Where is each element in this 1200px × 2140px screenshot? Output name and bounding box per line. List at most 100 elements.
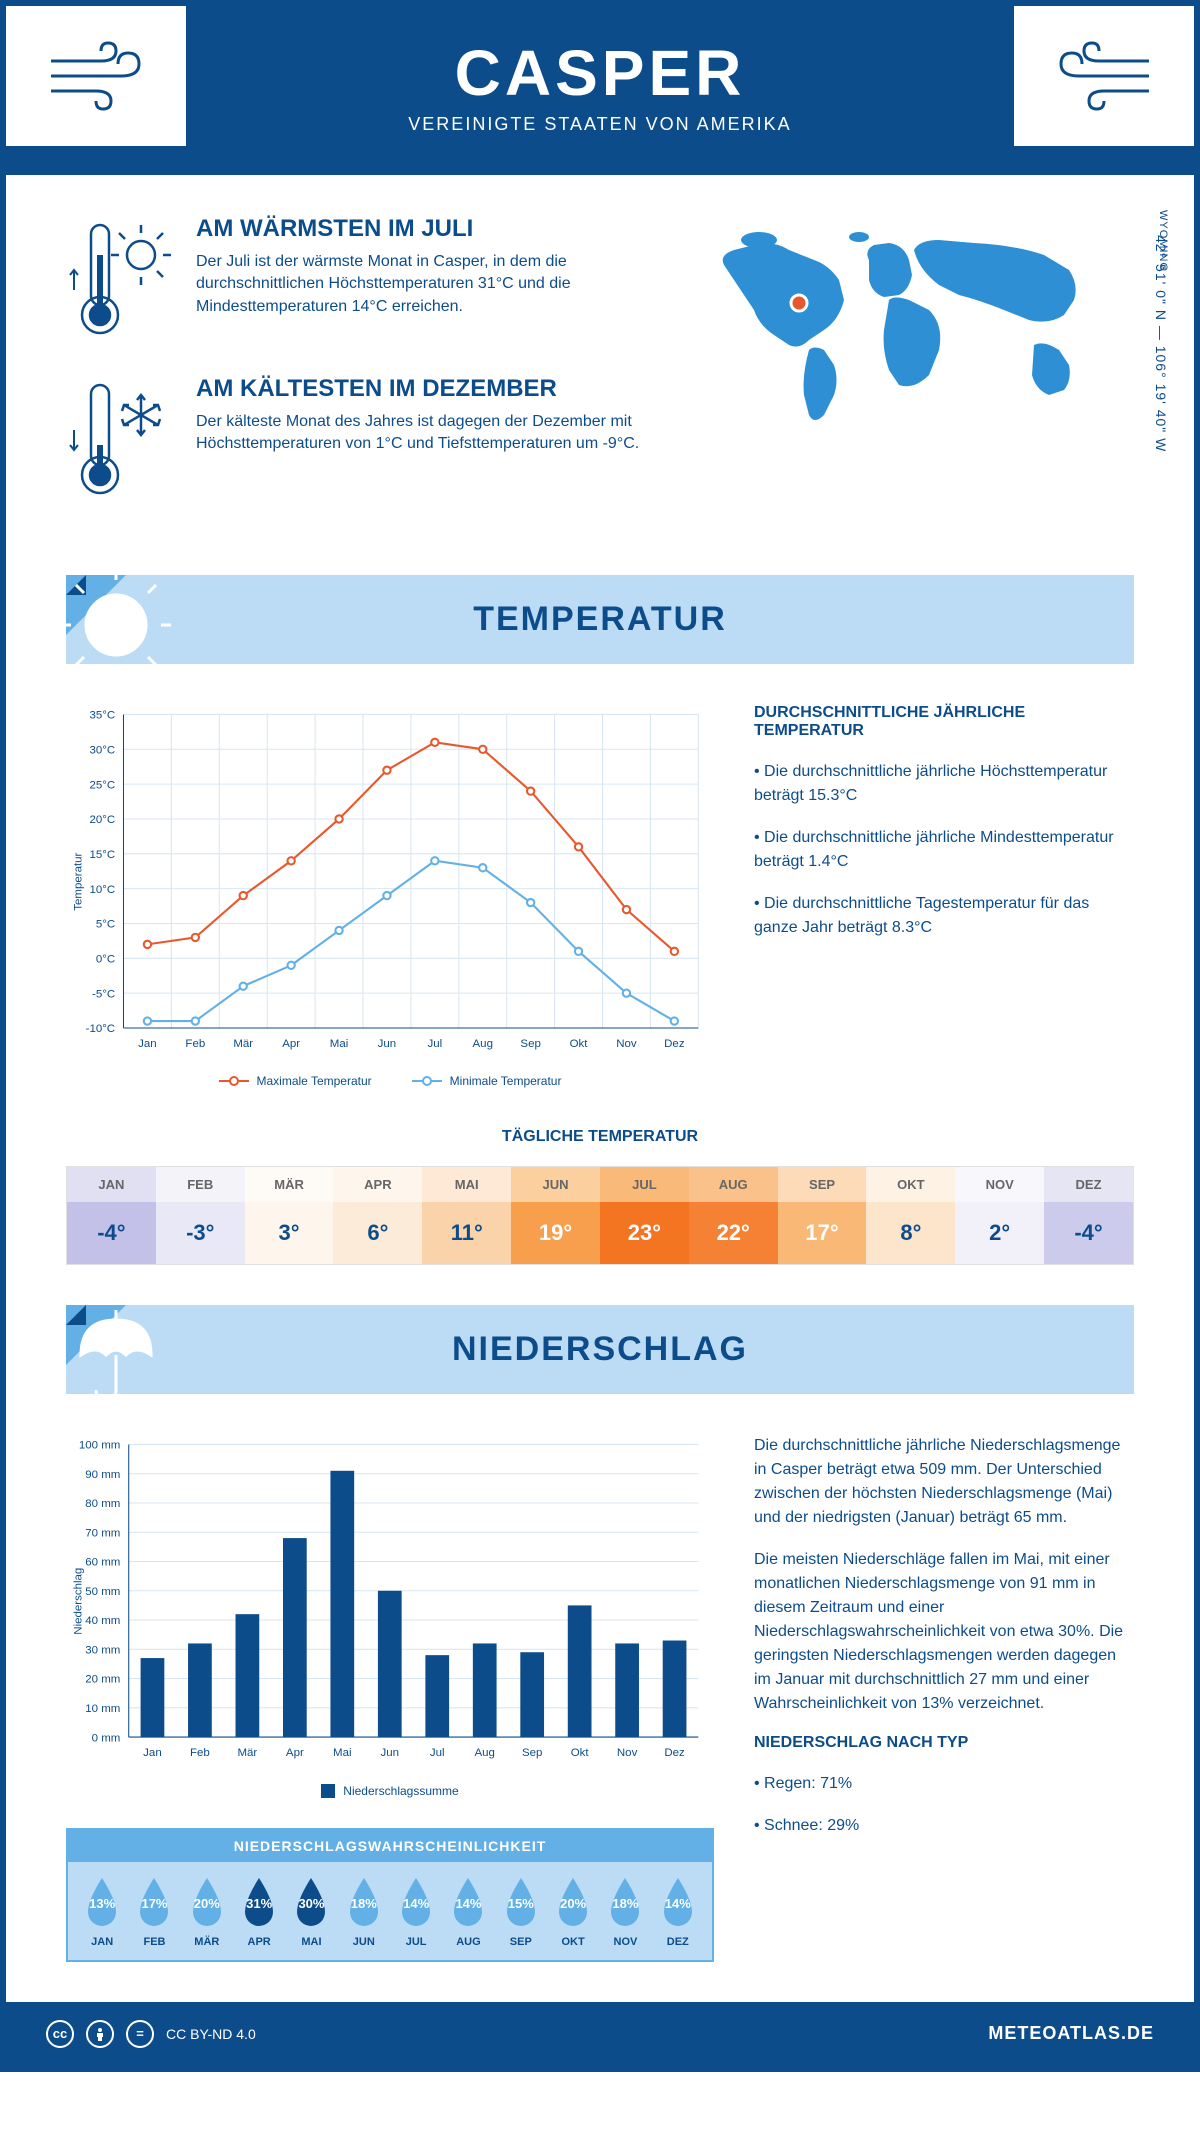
temp-cell: OKT 8°: [866, 1167, 955, 1264]
precipitation-summary: Die durchschnittliche jährliche Niedersc…: [754, 1434, 1134, 1961]
svg-text:Jan: Jan: [143, 1747, 162, 1759]
svg-text:Niederschlag: Niederschlag: [73, 1568, 85, 1635]
svg-text:Aug: Aug: [474, 1747, 494, 1759]
prob-drop: 14% DEZ: [652, 1874, 704, 1948]
type-point: • Schnee: 29%: [754, 1814, 1134, 1838]
type-point: • Regen: 71%: [754, 1772, 1134, 1796]
wind-decoration-left: [6, 6, 186, 146]
svg-text:Jan: Jan: [138, 1038, 157, 1050]
temp-cell: APR 6°: [333, 1167, 422, 1264]
world-map: WYOMING 42° 51' 0" N — 106° 19' 40" W: [694, 215, 1134, 535]
svg-text:30 mm: 30 mm: [85, 1645, 120, 1657]
svg-text:Apr: Apr: [286, 1747, 304, 1759]
summary-point: • Die durchschnittliche Tagestemperatur …: [754, 892, 1134, 940]
temp-cell: JAN -4°: [67, 1167, 156, 1264]
section-header-precipitation: NIEDERSCHLAG: [66, 1305, 1134, 1394]
prob-drop: 18% JUN: [338, 1874, 390, 1948]
svg-text:0°C: 0°C: [96, 953, 115, 965]
svg-text:100 mm: 100 mm: [79, 1440, 121, 1452]
umbrella-icon: [56, 1295, 176, 1415]
prob-title: NIEDERSCHLAGSWAHRSCHEINLICHKEIT: [68, 1830, 712, 1862]
temp-cell: DEZ -4°: [1044, 1167, 1133, 1264]
svg-text:Sep: Sep: [520, 1038, 540, 1050]
temp-cell: FEB -3°: [156, 1167, 245, 1264]
svg-text:25°C: 25°C: [89, 779, 115, 791]
svg-text:10 mm: 10 mm: [85, 1703, 120, 1715]
warmest-title: AM WÄRMSTEN IM JULI: [196, 215, 654, 243]
coldest-title: AM KÄLTESTEN IM DEZEMBER: [196, 375, 654, 403]
prob-drop: 20% OKT: [547, 1874, 599, 1948]
footer: cc = CC BY-ND 4.0 METEOATLAS.DE: [6, 2002, 1194, 2066]
header: CASPER VEREINIGTE STAATEN VON AMERIKA: [6, 6, 1194, 175]
svg-text:15°C: 15°C: [89, 849, 115, 861]
svg-text:80 mm: 80 mm: [85, 1499, 120, 1511]
section-header-temperature: TEMPERATUR: [66, 575, 1134, 664]
svg-text:20 mm: 20 mm: [85, 1674, 120, 1686]
summary-point: • Die durchschnittliche jährliche Höchst…: [754, 760, 1134, 808]
precipitation-probability: NIEDERSCHLAGSWAHRSCHEINLICHKEIT 13% JAN …: [66, 1828, 714, 1962]
license-text: CC BY-ND 4.0: [166, 2026, 256, 2042]
svg-text:-10°C: -10°C: [86, 1023, 116, 1035]
svg-text:Mär: Mär: [233, 1038, 253, 1050]
temp-cell: JUL 23°: [600, 1167, 689, 1264]
summary-point: • Die durchschnittliche jährliche Mindes…: [754, 826, 1134, 874]
summary-title: DURCHSCHNITTLICHE JÄHRLICHE TEMPERATUR: [754, 704, 1134, 740]
page-subtitle: VEREINIGTE STAATEN VON AMERIKA: [46, 114, 1154, 135]
temp-cell: SEP 17°: [778, 1167, 867, 1264]
svg-text:Feb: Feb: [190, 1747, 210, 1759]
thermometer-hot-icon: [66, 215, 176, 345]
precipitation-chart: 0 mm10 mm20 mm30 mm40 mm50 mm60 mm70 mm8…: [66, 1434, 714, 1961]
svg-text:Aug: Aug: [473, 1038, 493, 1050]
daily-temperature: TÄGLICHE TEMPERATUR JAN -4° FEB -3° MÄR …: [6, 1128, 1194, 1305]
temp-cell: JUN 19°: [511, 1167, 600, 1264]
svg-text:90 mm: 90 mm: [85, 1469, 120, 1481]
temperature-chart: -10°C-5°C0°C5°C10°C15°C20°C25°C30°C35°CJ…: [66, 704, 714, 1088]
wind-decoration-right: [1014, 6, 1194, 146]
svg-text:Jul: Jul: [428, 1038, 443, 1050]
precip-type-title: NIEDERSCHLAG NACH TYP: [754, 1734, 1134, 1752]
section-title-temperature: TEMPERATUR: [91, 600, 1109, 639]
section-title-precipitation: NIEDERSCHLAG: [91, 1330, 1109, 1369]
precip-text-2: Die meisten Niederschläge fallen im Mai,…: [754, 1548, 1134, 1716]
prob-drop: 14% JUL: [390, 1874, 442, 1948]
coldest-text: Der kälteste Monat des Jahres ist dagege…: [196, 411, 654, 456]
cc-icon: cc: [46, 2020, 74, 2048]
temp-cell: NOV 2°: [955, 1167, 1044, 1264]
coordinates: 42° 51' 0" N — 106° 19' 40" W: [1153, 235, 1169, 452]
location-marker: [791, 295, 807, 311]
temp-cell: MAI 11°: [422, 1167, 511, 1264]
legend-precip: Niederschlagssumme: [321, 1784, 458, 1798]
prob-drop: 14% AUG: [442, 1874, 494, 1948]
by-icon: [86, 2020, 114, 2048]
thermometer-cold-icon: [66, 375, 176, 505]
svg-text:Mär: Mär: [237, 1747, 257, 1759]
prob-drop: 18% NOV: [599, 1874, 651, 1948]
svg-text:Mai: Mai: [330, 1038, 349, 1050]
svg-text:Feb: Feb: [185, 1038, 205, 1050]
warmest-text: Der Juli ist der wärmste Monat in Casper…: [196, 251, 654, 318]
daily-title: TÄGLICHE TEMPERATUR: [66, 1128, 1134, 1146]
svg-text:Dez: Dez: [664, 1747, 685, 1759]
prob-drop: 17% FEB: [128, 1874, 180, 1948]
svg-text:70 mm: 70 mm: [85, 1528, 120, 1540]
svg-text:Apr: Apr: [282, 1038, 300, 1050]
prob-drop: 31% APR: [233, 1874, 285, 1948]
svg-text:Jun: Jun: [378, 1038, 397, 1050]
prob-drop: 15% SEP: [495, 1874, 547, 1948]
nd-icon: =: [126, 2020, 154, 2048]
warmest-card: AM WÄRMSTEN IM JULI Der Juli ist der wär…: [66, 215, 654, 345]
svg-text:0 mm: 0 mm: [92, 1733, 121, 1745]
svg-text:20°C: 20°C: [89, 814, 115, 826]
svg-text:Nov: Nov: [617, 1747, 638, 1759]
page-title: CASPER: [46, 36, 1154, 110]
svg-text:Okt: Okt: [570, 1038, 589, 1050]
svg-text:10°C: 10°C: [89, 884, 115, 896]
svg-text:Nov: Nov: [616, 1038, 637, 1050]
svg-text:Temperatur: Temperatur: [73, 852, 85, 910]
svg-text:30°C: 30°C: [89, 744, 115, 756]
precip-text-1: Die durchschnittliche jährliche Niedersc…: [754, 1434, 1134, 1530]
sun-icon: [56, 565, 176, 685]
svg-text:-5°C: -5°C: [92, 988, 115, 1000]
temperature-summary: DURCHSCHNITTLICHE JÄHRLICHE TEMPERATUR •…: [754, 704, 1134, 1088]
site-name: METEOATLAS.DE: [988, 2023, 1154, 2044]
